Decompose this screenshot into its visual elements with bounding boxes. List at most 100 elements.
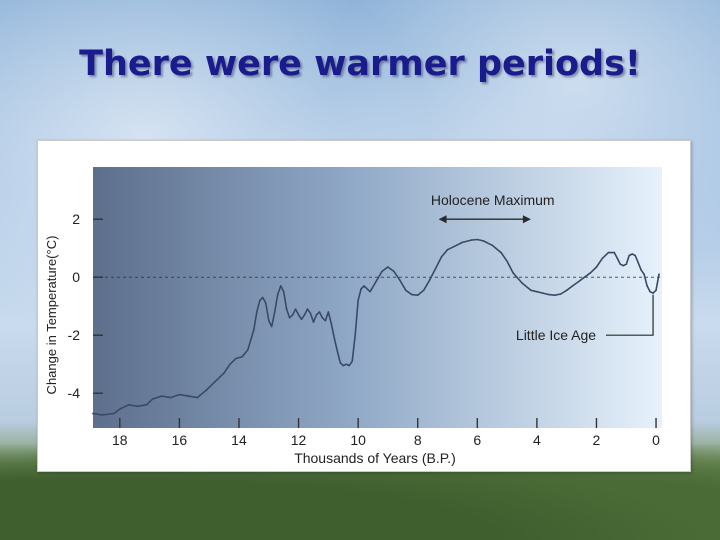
series-point <box>616 257 619 260</box>
x-tick-label: 12 <box>291 432 307 448</box>
series-point <box>303 314 306 316</box>
series-point <box>324 319 327 322</box>
holocene-maximum-label: Holocene Maximum <box>431 192 555 208</box>
series-point <box>205 389 207 392</box>
series-point <box>92 412 94 415</box>
chart-frame: 18 16 14 12 10 8 6 4 2 0 2 0 -2 -4 Holocene Maximum Li… <box>37 140 691 472</box>
series-point <box>649 290 651 293</box>
series-point <box>247 348 249 351</box>
series-point <box>571 285 574 287</box>
y-tick-label: 2 <box>72 211 80 227</box>
series-point <box>101 414 103 416</box>
series-point <box>482 240 485 242</box>
series-point <box>339 362 342 364</box>
series-point <box>452 246 455 248</box>
series-point <box>270 325 273 328</box>
series-point <box>500 251 502 254</box>
x-axis-label: Thousands of Years (B.P.) <box>294 450 456 466</box>
series-point <box>360 288 362 290</box>
x-tick-label: 14 <box>231 432 247 448</box>
y-axis-label: Change in Temperature(°C) <box>44 236 59 395</box>
series-point <box>253 328 255 331</box>
series-point <box>318 311 321 313</box>
series-point <box>229 363 231 365</box>
series-point <box>506 260 508 263</box>
series-point <box>330 322 333 325</box>
series-point <box>256 311 258 313</box>
series-point <box>619 263 622 265</box>
series-point <box>351 360 354 363</box>
holocene-arrow-head-right <box>522 215 531 224</box>
series-point <box>405 289 407 292</box>
series-point <box>601 257 604 260</box>
series-point <box>357 299 359 302</box>
little-ice-age-label: Little Ice Age <box>516 327 596 343</box>
series-point <box>589 272 592 274</box>
series-point <box>136 405 139 408</box>
series-point <box>342 364 345 367</box>
series-point <box>655 289 657 292</box>
series-point <box>187 395 190 397</box>
series-point <box>583 276 586 278</box>
series-point <box>235 357 237 360</box>
y-tick-label: 0 <box>72 269 80 285</box>
series-point <box>276 293 279 296</box>
series-point <box>348 364 351 367</box>
series-point <box>631 253 633 255</box>
series-point <box>259 299 261 302</box>
series-point <box>470 239 473 241</box>
series-point <box>300 318 303 321</box>
series-point <box>321 317 324 319</box>
series-point <box>658 273 660 276</box>
little-ice-age-pointer <box>606 294 654 336</box>
series-point <box>354 334 357 336</box>
series-point <box>333 337 336 339</box>
series-point <box>169 396 172 399</box>
series-point <box>294 308 297 310</box>
series-point <box>119 408 121 410</box>
series-point <box>336 350 339 352</box>
series-point <box>622 264 625 267</box>
series-point <box>381 270 383 273</box>
series-point <box>312 321 315 323</box>
series-point <box>512 272 514 274</box>
series-point <box>241 356 243 358</box>
series-point <box>521 282 523 284</box>
series-point <box>282 290 285 293</box>
series-point <box>363 285 365 287</box>
series-point <box>306 308 309 310</box>
series-point <box>127 404 130 406</box>
series-point <box>446 248 449 251</box>
series-point <box>315 314 318 316</box>
holocene-arrow-head-left <box>438 215 447 224</box>
series-point <box>268 319 270 322</box>
series-point <box>559 293 562 295</box>
series-point <box>345 363 348 365</box>
series-point <box>634 254 636 257</box>
series-point <box>422 289 425 292</box>
series-point <box>113 412 115 415</box>
series-point <box>387 266 389 268</box>
x-tick-label: 8 <box>414 432 422 448</box>
y-tick-label: -2 <box>68 327 81 343</box>
series-point <box>145 404 148 406</box>
series-point <box>160 395 163 397</box>
series-point <box>640 269 642 271</box>
series-point <box>491 244 494 247</box>
series-point <box>416 294 419 296</box>
series-point <box>285 308 288 310</box>
series-point <box>411 293 413 296</box>
x-tick-label: 2 <box>593 432 601 448</box>
series-point <box>613 251 616 254</box>
y-tick-label: -4 <box>68 385 81 401</box>
series-point <box>369 290 371 293</box>
x-tick-label: 16 <box>172 432 188 448</box>
series-point <box>375 280 377 283</box>
series-point <box>440 256 443 258</box>
series-point <box>554 294 556 296</box>
x-tick-label: 4 <box>533 432 541 448</box>
temperature-series-line <box>92 238 660 416</box>
series-point <box>646 285 648 287</box>
series-point <box>548 293 550 296</box>
series-point <box>476 238 479 241</box>
